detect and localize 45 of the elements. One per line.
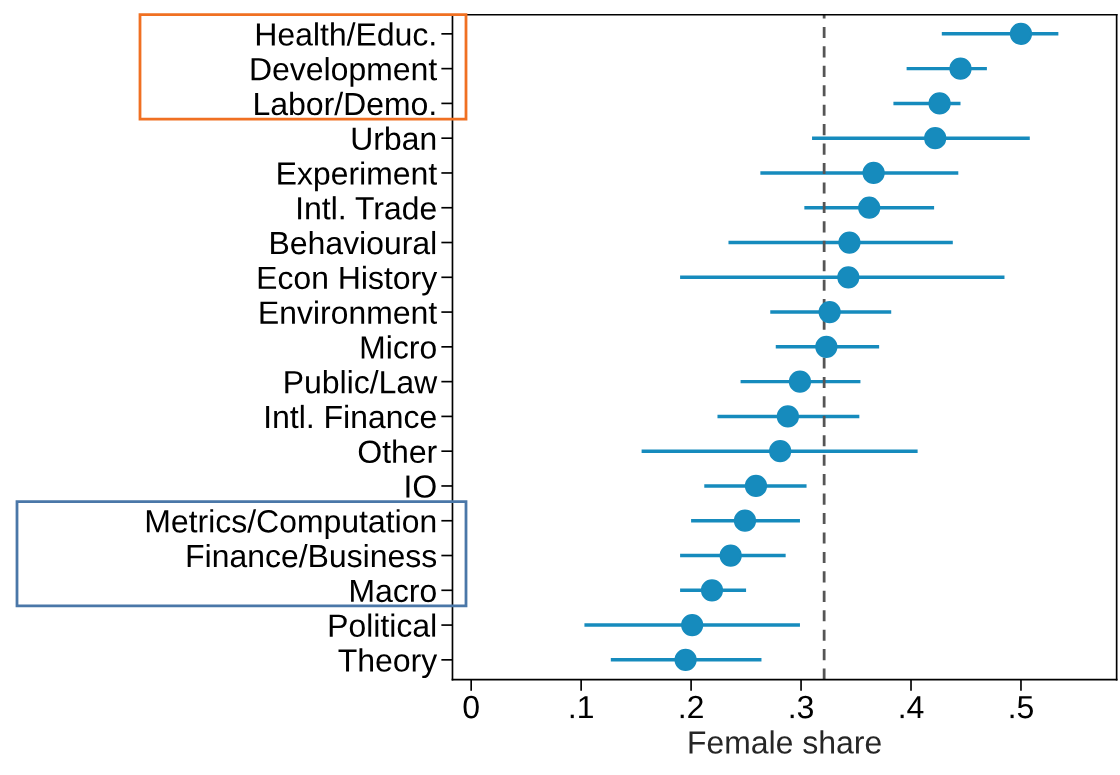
y-tick-label: Intl. Finance [266, 404, 436, 429]
x-axis-title: Female share [689, 730, 881, 754]
point [858, 196, 881, 219]
y-tick-label: Intl. Trade [298, 196, 436, 220]
point [862, 161, 885, 185]
y-tick-label: Theory [338, 648, 438, 679]
y-tick-label: Econ History [258, 265, 438, 296]
y-tick-label: Labor/Demo. [255, 91, 435, 116]
y-tick-label: Behavioural [271, 230, 436, 255]
x-tick-label: 0 [463, 695, 479, 719]
y-tick-label: Public/Law [285, 370, 438, 394]
y-tick-label: Macro [351, 579, 436, 603]
point [924, 127, 947, 150]
x-tick-label: .4 [900, 696, 924, 719]
point [788, 370, 812, 393]
y-tick-label: Metrics/Computation [146, 509, 436, 539]
point [1009, 22, 1033, 45]
point [733, 509, 757, 532]
point [837, 266, 860, 289]
point [674, 648, 697, 671]
y-tick-label: Environment [260, 300, 437, 324]
y-tick-label: Other [358, 439, 437, 464]
point [776, 405, 799, 428]
point [815, 335, 838, 358]
y-tick-label: IO [406, 475, 436, 498]
point [928, 92, 951, 115]
x-tick-label: .5 [1010, 696, 1033, 719]
y-tick-label: Finance/Business [187, 543, 437, 568]
point [700, 579, 724, 602]
y-tick-label: Micro [361, 335, 436, 359]
y-tick-label: Health/Educ. [256, 22, 435, 46]
point [949, 57, 972, 80]
point [838, 231, 861, 254]
x-tick-label: .1 [570, 696, 593, 719]
y-tick-label: Development [251, 57, 437, 87]
point [681, 613, 704, 637]
point [744, 474, 768, 498]
x-tick-label: .2 [680, 695, 703, 719]
point [769, 440, 792, 463]
point [818, 300, 841, 324]
y-tick-label: Urban [352, 126, 436, 151]
y-tick-label: Experiment [278, 161, 437, 192]
y-tick-label: Political [329, 613, 436, 637]
x-tick-label: .3 [790, 695, 813, 719]
point [719, 544, 742, 567]
